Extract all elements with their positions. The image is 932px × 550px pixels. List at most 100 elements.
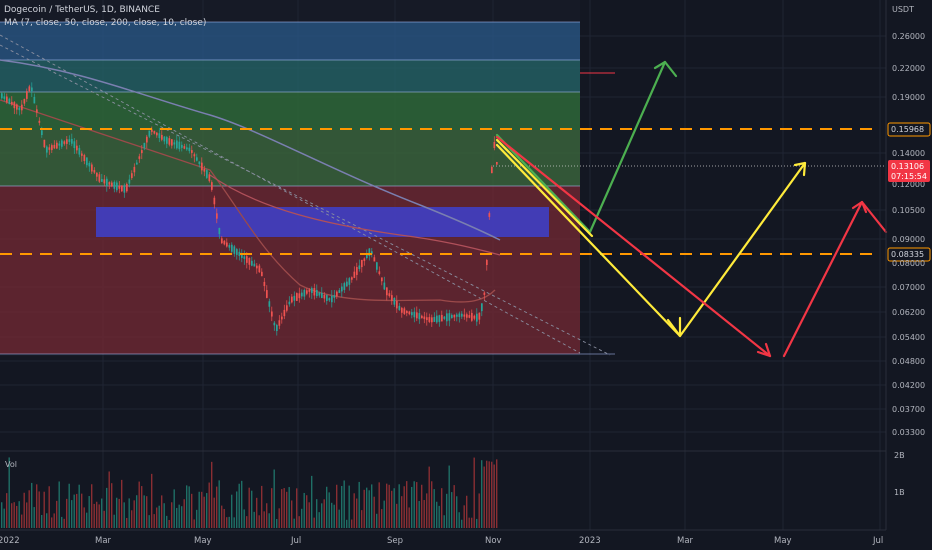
volume-bar <box>156 507 158 528</box>
candle-body <box>418 313 421 320</box>
volume-bar <box>191 493 193 528</box>
indicator-legend[interactable]: MA (7, close, 50, close, 200, close, 10,… <box>4 18 207 28</box>
candle-body <box>451 314 453 319</box>
volume-bar <box>398 484 400 528</box>
candle-body <box>351 277 353 280</box>
candle-body <box>36 109 38 113</box>
volume-bar <box>46 513 48 528</box>
volume-bar <box>298 516 300 528</box>
volume-bar <box>66 498 68 528</box>
volume-bar <box>176 507 178 528</box>
candle-body <box>331 295 333 303</box>
red-projection-arrow-down[interactable] <box>495 135 772 358</box>
ma-10-line[interactable] <box>209 174 501 256</box>
volume-bar <box>226 517 228 528</box>
volume-bars[interactable] <box>1 457 498 528</box>
candle-body <box>198 161 201 165</box>
volume-bar <box>83 507 85 528</box>
volume-bar <box>36 484 38 528</box>
volume-bar <box>186 485 188 528</box>
candle-body <box>173 142 176 145</box>
volume-bar <box>61 516 63 528</box>
price-tick: 0.12000 <box>892 180 925 189</box>
current-price-tag[interactable]: 0.13106 07:15:54 <box>888 160 930 182</box>
volume-bar <box>81 493 83 528</box>
volume-bar <box>471 517 473 528</box>
lower-level-tag[interactable]: 0.08335 0.08000 <box>887 247 931 268</box>
candle-body <box>321 292 323 299</box>
volume-bar <box>378 482 380 528</box>
volume-bar <box>266 503 268 528</box>
volume-bar <box>51 517 53 528</box>
green-projection-arrow[interactable] <box>495 60 667 234</box>
volume-bar <box>231 494 233 528</box>
candle-body <box>33 96 36 104</box>
candle-body <box>246 256 248 263</box>
volume-bar <box>58 481 60 528</box>
candle-body <box>226 242 228 247</box>
volume-bar <box>113 514 115 528</box>
volume-bar <box>96 501 98 528</box>
time-axis-ticks[interactable]: 2022 Mar May Jul Sep Nov 2023 Mar May Ju… <box>0 536 883 546</box>
candle-body <box>318 292 321 296</box>
volume-bar <box>248 487 250 528</box>
price-tick: 0.10500 <box>892 206 925 215</box>
volume-bar <box>296 488 298 528</box>
candle-body <box>403 308 406 314</box>
volume-bar <box>336 484 338 528</box>
candle-body <box>91 164 93 172</box>
time-tick: 2023 <box>579 536 601 546</box>
candle-body <box>341 286 343 292</box>
volume-bar <box>321 503 323 528</box>
fib-zone-teal[interactable] <box>0 60 580 92</box>
symbol-title[interactable]: Dogecoin / TetherUS, 1D, BINANCE <box>4 5 160 15</box>
candle-body <box>71 138 73 144</box>
volume-bar <box>371 484 373 528</box>
candle-body <box>431 317 433 323</box>
candle-body <box>333 295 336 298</box>
volume-bar <box>128 498 130 528</box>
volume-bar <box>168 519 170 528</box>
candle-body <box>268 301 271 307</box>
volume-bar <box>71 500 73 528</box>
volume-bar <box>256 497 258 528</box>
volume-bar <box>463 505 465 528</box>
candle-body <box>308 289 311 292</box>
candle-body <box>353 271 356 278</box>
price-axis-ticks[interactable]: 0.26000 0.22000 0.19000 0.14000 0.12000 … <box>892 32 925 437</box>
fib-zone-green[interactable] <box>0 92 580 130</box>
candle-body <box>203 168 206 172</box>
upper-level-tag[interactable]: 0.15968 <box>887 122 931 137</box>
fib-zone-top-blue[interactable] <box>0 22 580 60</box>
volume-bar <box>53 513 55 528</box>
yellow-arrow-segment[interactable] <box>495 138 594 238</box>
price-candles[interactable] <box>1 82 498 336</box>
candle-body <box>213 197 216 205</box>
candle-body <box>373 257 376 262</box>
volume-bar <box>98 504 100 528</box>
volume-bar <box>228 516 230 528</box>
candle-body <box>146 136 148 143</box>
ma-200-line[interactable] <box>0 59 501 241</box>
ma-50-line[interactable] <box>0 99 496 303</box>
volume-bar <box>26 502 28 528</box>
candle-body <box>421 315 423 319</box>
volume-bar <box>171 502 173 528</box>
candle-body <box>276 324 278 332</box>
current-price: 0.13106 <box>891 162 924 171</box>
candle-body <box>253 263 256 267</box>
volume-bar <box>303 492 305 528</box>
candle-body <box>366 253 368 259</box>
candle-body <box>343 283 346 290</box>
candle-body <box>481 303 483 312</box>
candle-body <box>93 170 96 173</box>
dashed-trendlines[interactable] <box>0 34 611 356</box>
candle-body <box>261 271 263 277</box>
candle-body <box>133 166 136 173</box>
bar-countdown: 07:15:54 <box>891 172 927 181</box>
candle-body <box>28 86 31 92</box>
candle-body <box>153 131 156 134</box>
time-tick: 2022 <box>0 536 20 546</box>
volume-bar <box>218 480 220 528</box>
